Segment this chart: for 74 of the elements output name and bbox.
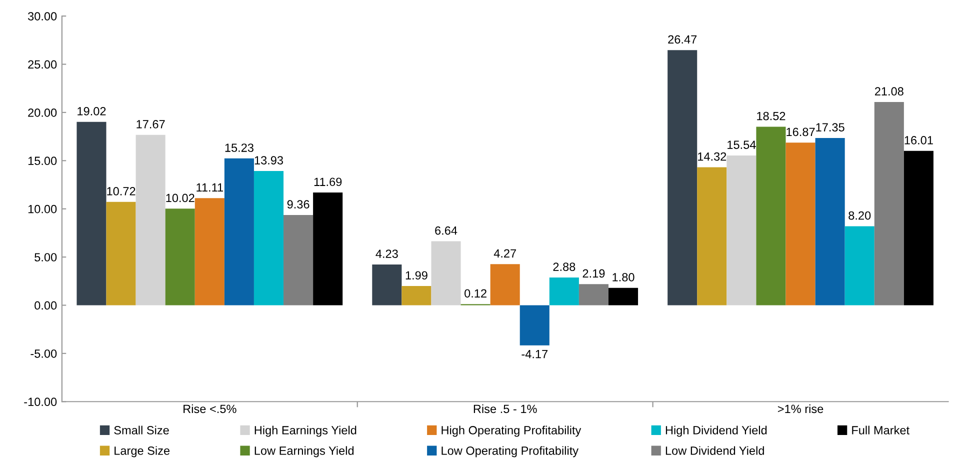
y-tick-label: 0.00 — [34, 301, 57, 310]
y-tick-label: 20.00 — [28, 108, 57, 117]
bar — [136, 134, 166, 306]
bar — [106, 202, 136, 306]
legend-label: Large Size — [114, 446, 170, 458]
bar — [756, 126, 786, 306]
bar — [372, 264, 402, 306]
data-label: 9.36 — [287, 200, 310, 209]
bar — [520, 305, 550, 346]
y-tick-label: 30.00 — [28, 12, 57, 20]
y-tick-label: -10.00 — [24, 398, 57, 406]
data-label: 10.72 — [107, 187, 136, 196]
data-label: 18.52 — [757, 112, 786, 120]
bar — [224, 158, 254, 306]
bar — [844, 226, 874, 306]
data-label: 16.87 — [786, 128, 815, 136]
data-label: 21.08 — [874, 87, 904, 96]
data-label: 19.02 — [78, 107, 106, 116]
data-label: 26.47 — [668, 35, 697, 44]
data-label: 0.12 — [464, 289, 486, 298]
data-label: 13.93 — [254, 156, 283, 164]
data-label: 16.01 — [904, 136, 933, 144]
data-label: -4.17 — [522, 350, 548, 358]
bar — [402, 286, 432, 306]
bar — [578, 284, 608, 306]
legend-label: High Operating Profitability — [442, 426, 582, 437]
bar — [608, 288, 638, 306]
bar — [76, 122, 106, 306]
y-tick-label: -5.00 — [30, 349, 57, 358]
legend-label: Low Operating Profitability — [442, 446, 579, 458]
x-tick-label: >1% rise — [778, 404, 824, 414]
x-tick-label: Rise <.5% — [184, 404, 236, 414]
y-tick-label: 5.00 — [34, 253, 57, 262]
data-label: 15.54 — [728, 140, 756, 149]
legend-label: Low Earnings Yield — [254, 446, 354, 458]
data-label: 8.20 — [848, 211, 871, 220]
bar — [165, 208, 195, 306]
y-tick-label: 25.00 — [28, 60, 57, 69]
legend-label: Small Size — [114, 426, 169, 434]
bar — [254, 170, 284, 306]
data-label: 10.02 — [166, 194, 194, 202]
bar — [815, 138, 845, 306]
legend-label: High Earnings Yield — [254, 426, 356, 437]
bar — [549, 277, 579, 306]
x-tick-label: Rise .5 - 1% — [474, 404, 537, 414]
data-label: 4.27 — [494, 249, 516, 258]
bar — [194, 198, 224, 306]
y-tick-label: 15.00 — [28, 156, 57, 166]
data-label: 2.88 — [553, 262, 576, 271]
data-label: 11.69 — [314, 178, 342, 186]
data-label: 1.99 — [406, 271, 428, 280]
bar — [726, 155, 756, 306]
data-label: 1.80 — [612, 273, 634, 282]
bar — [431, 241, 461, 306]
bar — [697, 167, 727, 306]
data-label: 4.23 — [376, 250, 398, 258]
data-label: 11.11 — [196, 183, 223, 192]
bar — [313, 192, 343, 306]
data-label: 6.64 — [435, 226, 458, 235]
bar — [904, 150, 934, 306]
bar — [874, 102, 904, 306]
bar — [490, 264, 520, 306]
data-label: 17.67 — [136, 120, 165, 128]
legend-label: Full Market — [852, 426, 910, 434]
data-label: 2.19 — [582, 269, 605, 278]
bar — [786, 142, 816, 306]
data-label: 15.23 — [225, 144, 254, 152]
y-tick-label: 10.00 — [28, 204, 57, 214]
bar — [284, 215, 314, 306]
legend-label: Low Dividend Yield — [666, 446, 764, 455]
data-label: 14.32 — [698, 152, 726, 161]
data-label: 17.35 — [816, 123, 844, 132]
bar — [668, 50, 698, 306]
legend-label: High Dividend Yield — [666, 426, 767, 437]
